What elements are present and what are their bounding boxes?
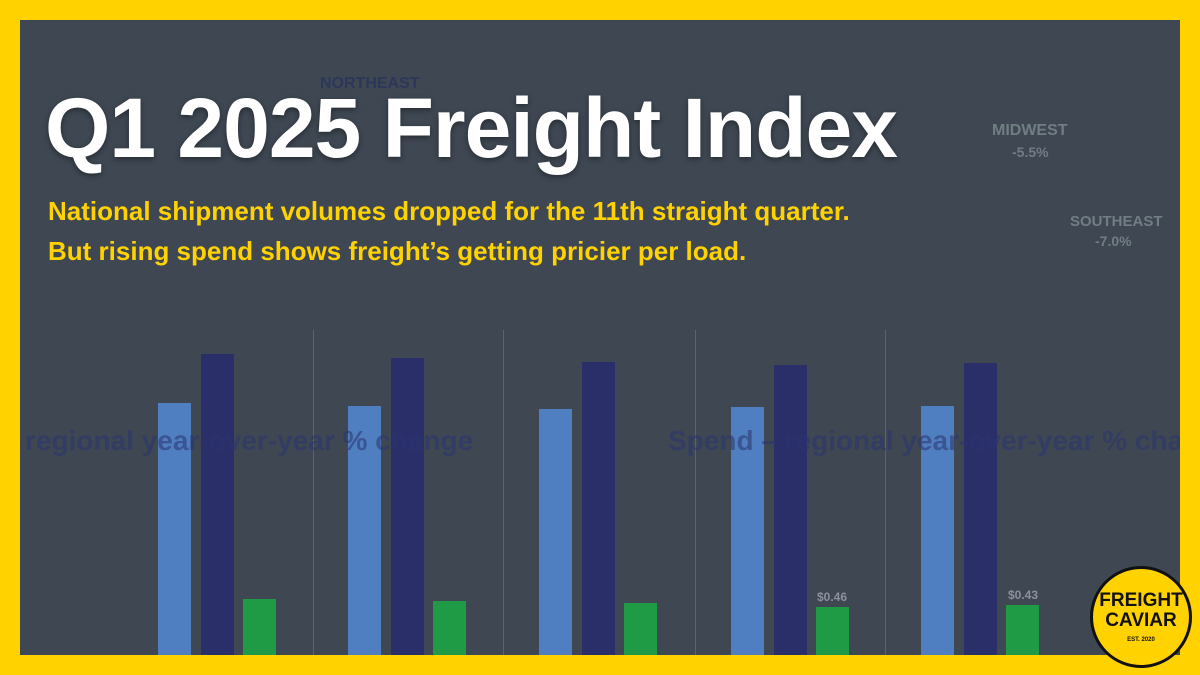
background-bar (158, 403, 191, 655)
background-text: regional year-over-year % change (25, 425, 474, 456)
background-bar (433, 601, 466, 655)
title: Q1 2025 Freight Index (45, 81, 898, 175)
divider (695, 330, 696, 655)
divider (503, 330, 504, 655)
logo-est: EST. 2020 (1127, 637, 1155, 643)
divider (885, 330, 886, 655)
background-bar (921, 406, 954, 655)
background-text: Spend – regional year-over-year % cha (668, 425, 1180, 456)
divider (313, 330, 314, 655)
background-bar (1006, 605, 1039, 655)
background-bar (731, 407, 764, 655)
logo-text: FREIGHT (1099, 590, 1183, 611)
background-text: $0.43 (1008, 588, 1039, 602)
logo: FREIGHT CAVIAR EST. 2020 (1090, 566, 1192, 668)
background-bar (348, 406, 381, 655)
background-text: -7.0% (1095, 233, 1132, 249)
subtitle: National shipment volumes dropped for th… (48, 196, 850, 226)
background-text: MIDWEST (992, 122, 1068, 139)
background-bar (816, 607, 849, 655)
background-panel: regional year-over-year % change Spend –… (20, 20, 1180, 655)
background-text: $0.46 (817, 590, 848, 604)
background-bar (539, 409, 572, 655)
background-bar (774, 365, 807, 655)
background-bar (964, 363, 997, 655)
logo-text: CAVIAR (1105, 610, 1177, 631)
background-bar (243, 599, 276, 655)
background-text: SOUTHEAST (1070, 213, 1163, 230)
background-bar (201, 354, 234, 655)
subtitle: But rising spend shows freight’s getting… (48, 236, 747, 266)
background-text: -5.5% (1012, 144, 1049, 160)
background-bar (624, 603, 657, 655)
background-bar (582, 362, 615, 655)
background-bar (391, 358, 424, 655)
background-text: NORTHEAST (320, 75, 420, 92)
